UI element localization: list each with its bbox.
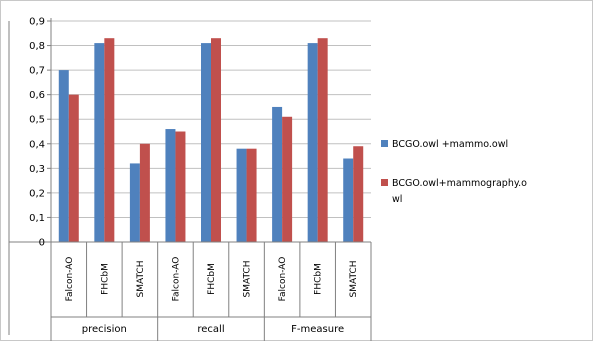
legend-swatch <box>381 140 388 147</box>
y-tick-label: 0,2 <box>29 188 45 199</box>
x-tick-label: SMATCH <box>136 261 146 298</box>
x-tick-label: Falcon-AO <box>278 257 288 302</box>
group-label: F-measure <box>291 324 344 335</box>
y-tick-label: 0,8 <box>29 41 45 52</box>
bar-series-2 <box>68 94 79 243</box>
y-tick-label: 0,1 <box>29 213 45 224</box>
bar-series-1 <box>236 148 247 242</box>
x-tick-labels: Falcon-AO FHCbM SMATCH Falcon-AO FHCbM SMATCH… <box>65 257 359 302</box>
y-tick-label: 0,3 <box>29 164 45 175</box>
bar-series-2 <box>211 38 221 242</box>
legend-swatch <box>381 179 388 186</box>
bar-series-2 <box>175 131 186 242</box>
y-tick-label: 0,7 <box>29 66 45 77</box>
axes <box>8 18 372 341</box>
x-tick-label: Falcon-AO <box>171 257 181 302</box>
group-label: recall <box>197 324 224 335</box>
bar-series-1 <box>58 70 69 242</box>
bar-series-1 <box>272 106 283 242</box>
bar-series-2 <box>353 146 364 242</box>
bars <box>58 38 364 243</box>
bar-series-1 <box>94 43 105 242</box>
x-tick-label: FHCbM <box>100 263 110 295</box>
x-tick-label: SMATCH <box>243 261 253 298</box>
bar-series-1 <box>343 158 354 242</box>
x-tick-label: SMATCH <box>349 261 359 298</box>
group-labels: precision recall F-measure <box>82 324 344 335</box>
y-tick-label: 0,4 <box>29 139 45 150</box>
x-tick-label: Falcon-AO <box>65 257 75 302</box>
bar-series-1 <box>307 43 318 242</box>
legend-label: BCGO.owl +mammo.owl <box>392 139 508 150</box>
bar-series-1 <box>165 129 176 242</box>
x-tick-label: FHCbM <box>314 263 324 295</box>
group-label: precision <box>82 324 127 335</box>
bar-chart: 0 0,1 0,2 0,3 0,4 0,5 0,6 0,7 0,8 0,9 Falcon-AO FH… <box>8 17 527 341</box>
legend-label: BCGO.owl+mammography.o <box>392 178 527 189</box>
y-tick-label: 0,6 <box>29 90 45 101</box>
y-tick-label: 0 <box>39 238 45 249</box>
x-tick-label: FHCbM <box>207 263 217 295</box>
bar-series-2 <box>246 148 257 242</box>
bar-series-2 <box>139 143 150 242</box>
bar-series-2 <box>317 38 328 242</box>
bar-series-1 <box>201 43 211 242</box>
legend-label: wl <box>392 194 402 205</box>
y-tick-labels: 0 0,1 0,2 0,3 0,4 0,5 0,6 0,7 0,8 0,9 <box>29 17 45 249</box>
legend: BCGO.owl +mammo.owl BCGO.owl+mammography.… <box>381 139 527 205</box>
bar-series-1 <box>129 163 140 242</box>
bar-series-2 <box>104 38 115 242</box>
y-tick-label: 0,5 <box>29 115 45 126</box>
bar-series-2 <box>282 116 293 242</box>
y-tick-label: 0,9 <box>29 17 45 28</box>
